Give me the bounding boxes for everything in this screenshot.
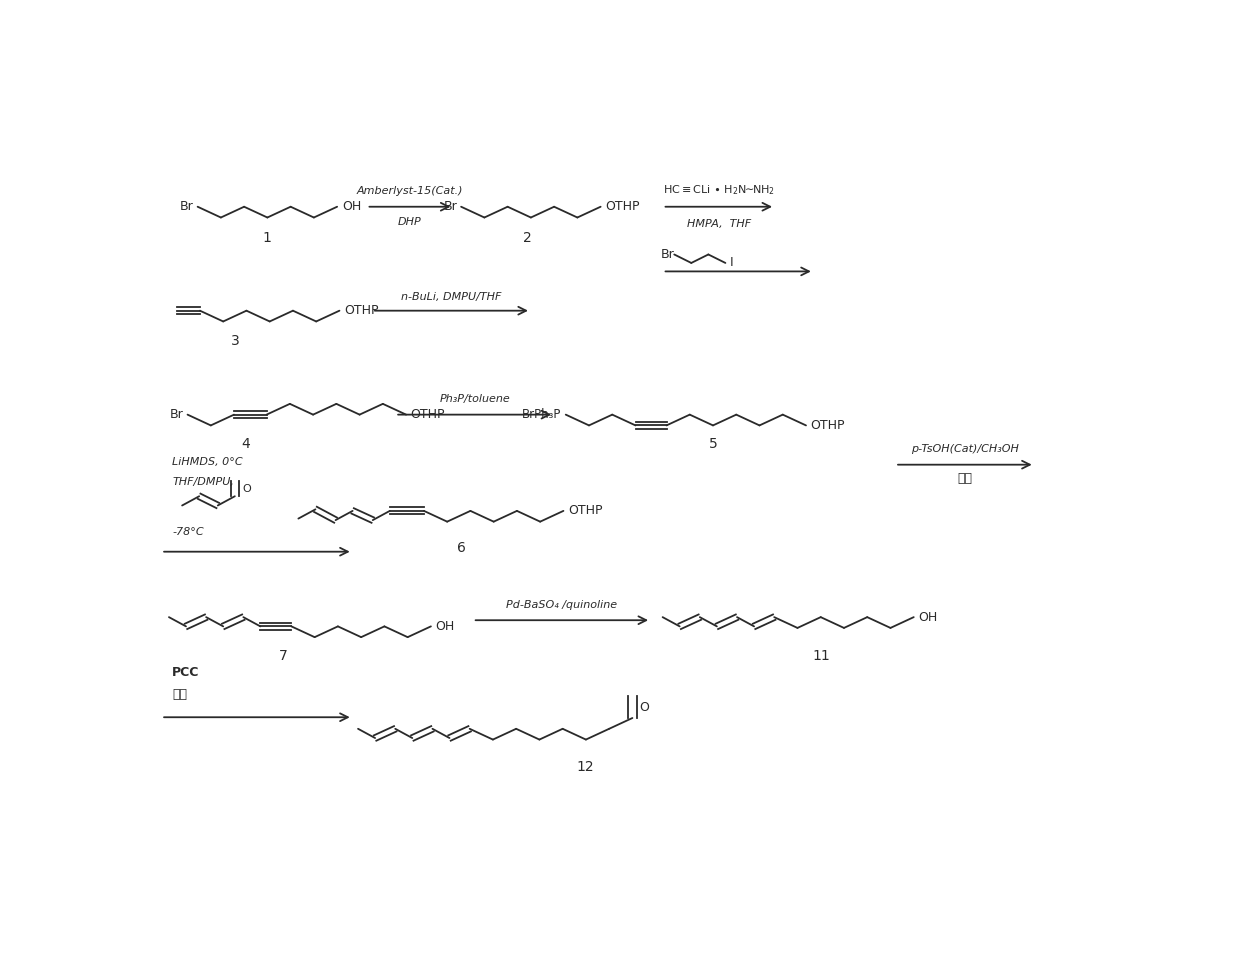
Text: OTHP: OTHP (605, 200, 640, 213)
Text: I: I (730, 257, 734, 269)
Text: 1: 1 (263, 230, 272, 245)
Text: Ph₃P/toluene: Ph₃P/toluene (439, 395, 510, 404)
Text: OH: OH (919, 610, 937, 624)
Text: BrPh₃P: BrPh₃P (522, 408, 560, 421)
Text: 4: 4 (242, 436, 250, 451)
Text: OTHP: OTHP (811, 419, 846, 432)
Text: OTHP: OTHP (568, 504, 603, 517)
Text: Br: Br (444, 200, 458, 213)
Text: -78°C: -78°C (172, 527, 203, 537)
Text: O: O (640, 701, 650, 713)
Text: Br: Br (661, 248, 675, 260)
Text: 11: 11 (812, 648, 831, 663)
Text: Br: Br (170, 408, 184, 421)
Text: p-TsOH(Cat)/CH₃OH: p-TsOH(Cat)/CH₃OH (911, 444, 1019, 454)
Text: 6: 6 (456, 540, 465, 555)
Text: LiHMDS, 0°C: LiHMDS, 0°C (172, 458, 243, 468)
Text: HMPA,  THF: HMPA, THF (687, 219, 751, 228)
Text: 3: 3 (231, 334, 239, 349)
Text: DHP: DHP (398, 217, 422, 227)
Text: 室温: 室温 (957, 472, 972, 485)
Text: OH: OH (435, 620, 455, 633)
Text: Pd-BaSO₄ /quinoline: Pd-BaSO₄ /quinoline (506, 600, 618, 609)
Text: OTHP: OTHP (410, 408, 445, 421)
Text: 12: 12 (577, 760, 594, 775)
Text: 室温: 室温 (172, 687, 187, 701)
Text: 2: 2 (522, 230, 532, 245)
Text: O: O (243, 483, 252, 494)
Text: Amberlyst-15(Cat.): Amberlyst-15(Cat.) (357, 187, 464, 196)
Text: PCC: PCC (172, 666, 200, 679)
Text: n-BuLi, DMPU/THF: n-BuLi, DMPU/THF (402, 292, 502, 302)
Text: OTHP: OTHP (345, 304, 378, 317)
Text: 5: 5 (708, 436, 718, 451)
Text: HC$\equiv$CLi $\bullet$ H$_2$N$\!\!\sim\!\!$NH$_2$: HC$\equiv$CLi $\bullet$ H$_2$N$\!\!\sim\… (663, 183, 775, 196)
Text: OH: OH (342, 200, 361, 213)
Text: 7: 7 (279, 648, 288, 663)
Text: THF/DMPU,: THF/DMPU, (172, 477, 234, 487)
Text: Br: Br (180, 200, 193, 213)
